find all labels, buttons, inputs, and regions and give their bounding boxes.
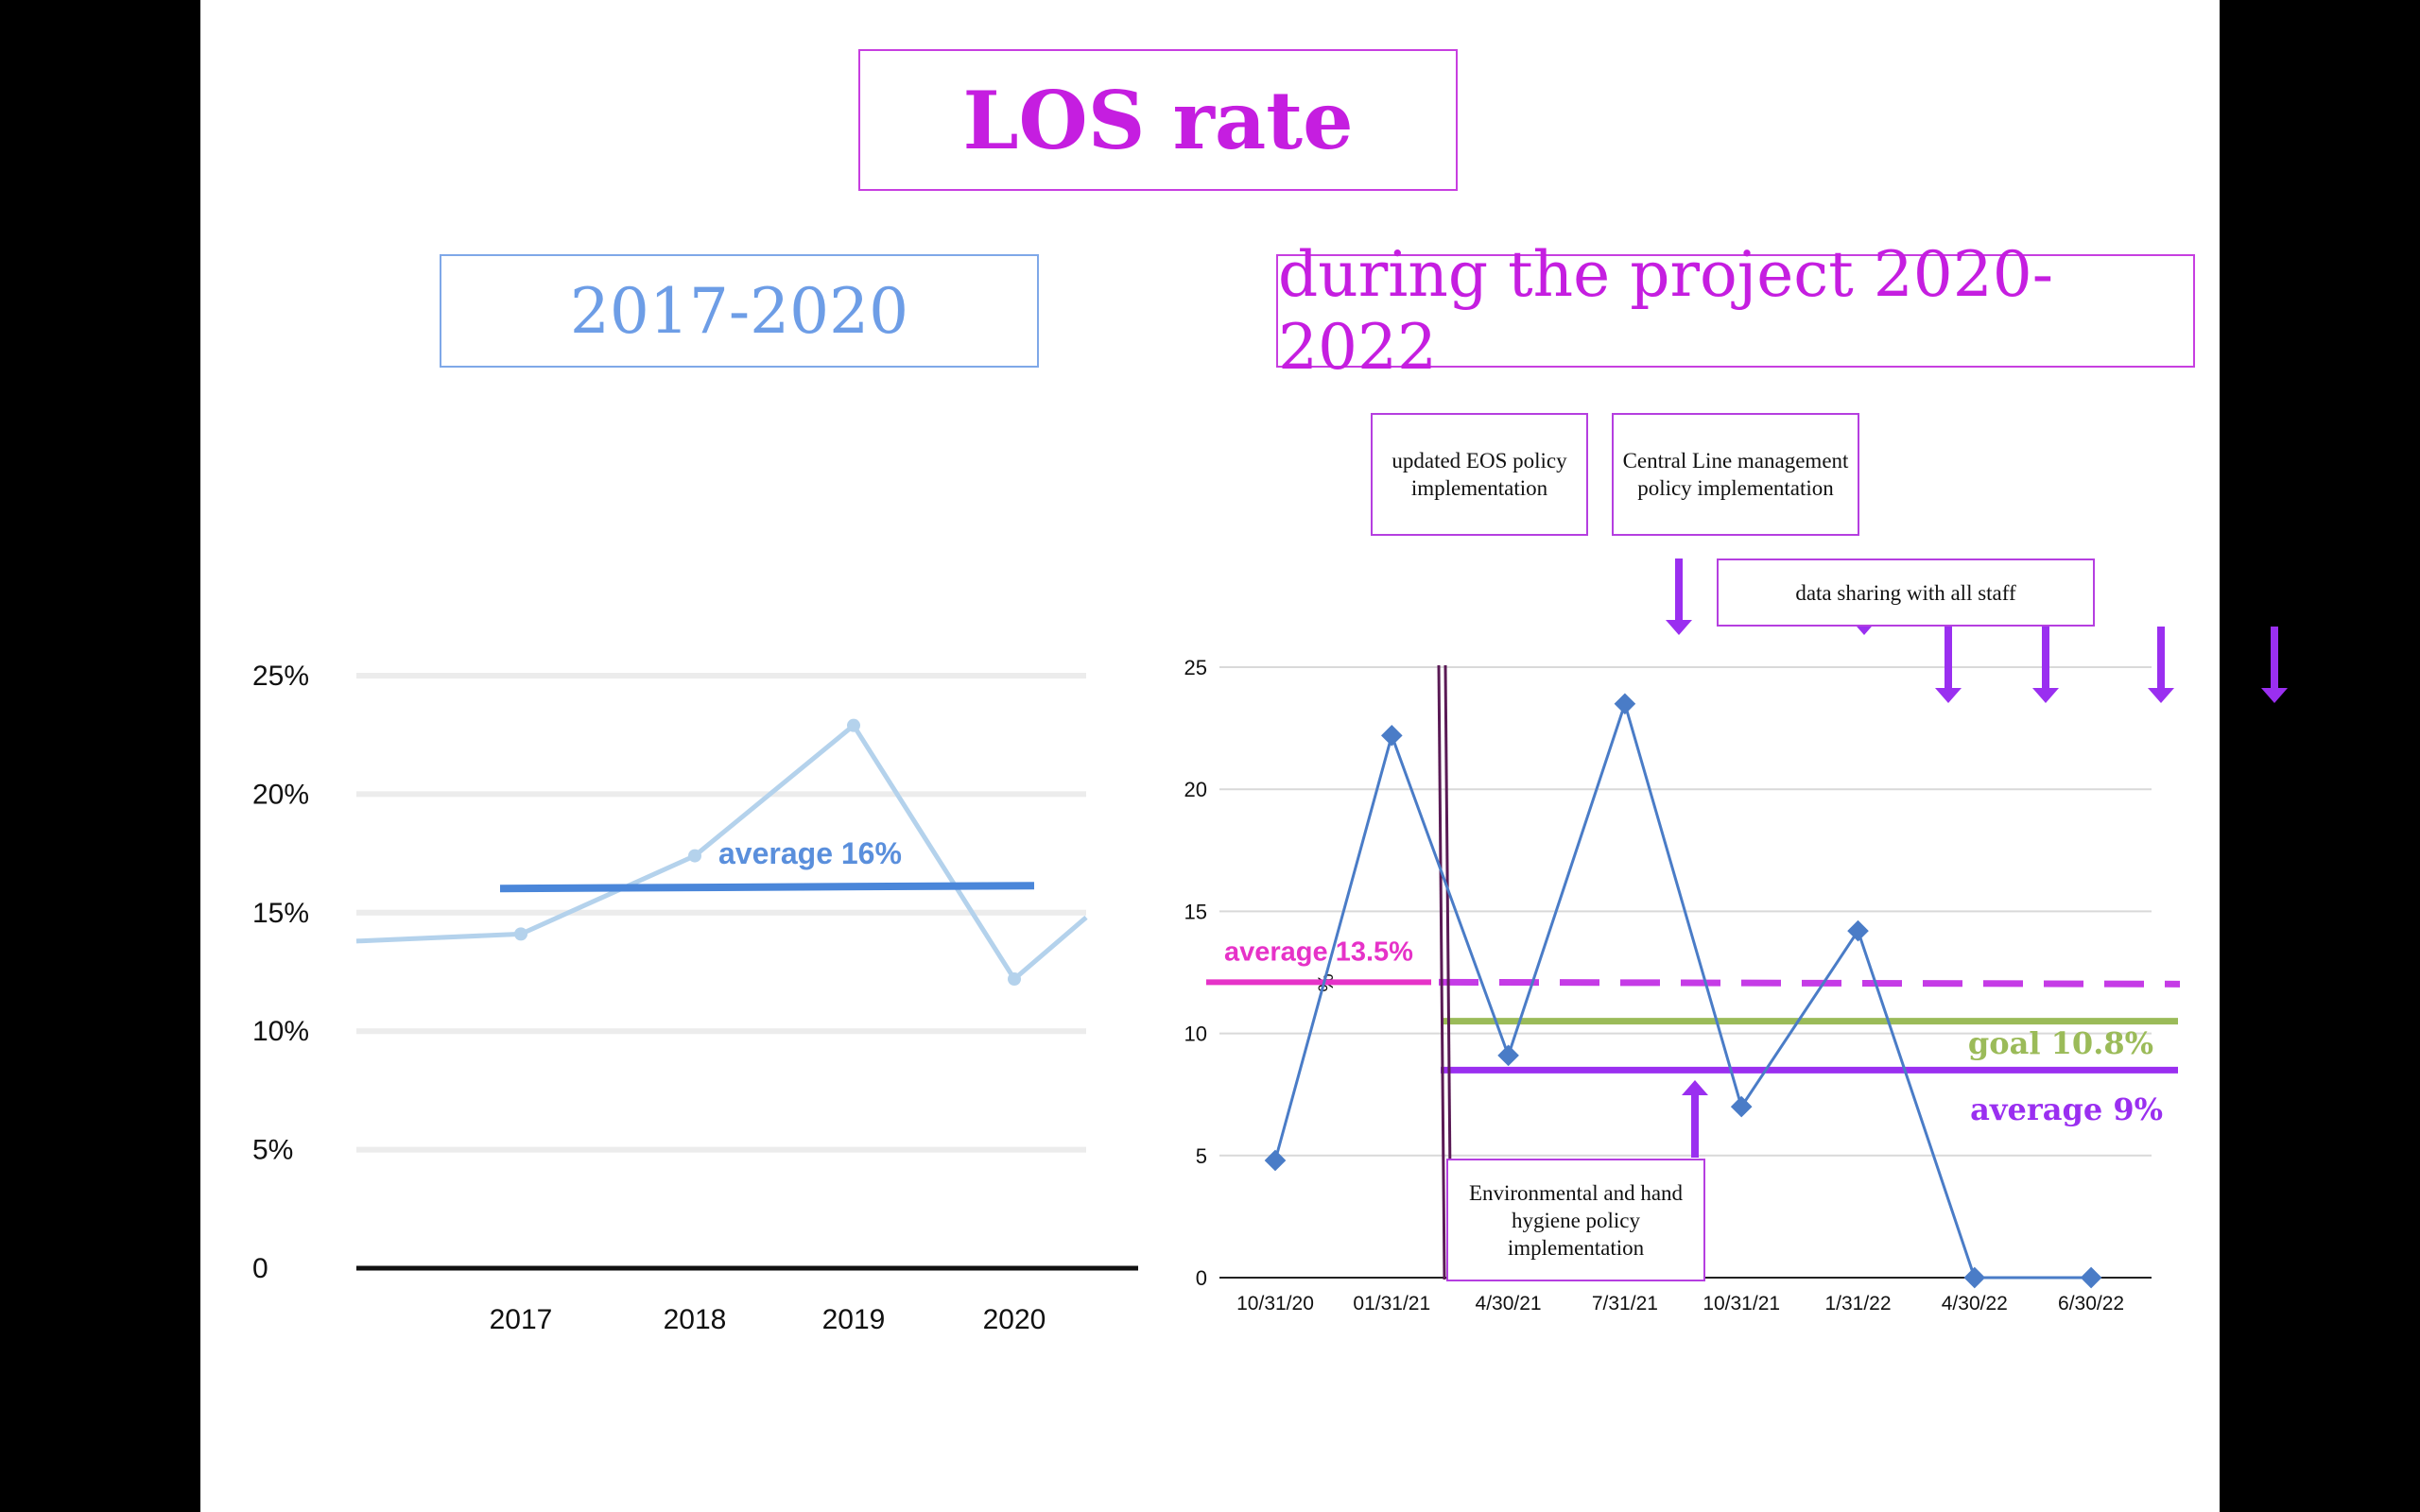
right-chart: 0510152025%10/31/2001/31/214/30/217/31/2…: [1184, 558, 2288, 1314]
data-sharing-arrow-head: [1935, 688, 1962, 703]
right-x-tick-label: 6/30/22: [2058, 1293, 2124, 1314]
left-average-label: average 16%: [718, 836, 902, 870]
right-x-tick-label: 4/30/21: [1476, 1293, 1542, 1314]
right-series-point: [1497, 1044, 1519, 1067]
left-y-tick-label: 5%: [252, 1135, 293, 1166]
right-x-tick-label: 01/31/21: [1353, 1293, 1430, 1314]
left-y-tick-label: 20%: [252, 779, 309, 810]
right-series-point: [1847, 919, 1869, 942]
right-series-point: [1730, 1095, 1753, 1118]
right-x-tick-label: 1/31/22: [1824, 1293, 1891, 1314]
left-x-tick-label: 2019: [822, 1304, 886, 1335]
right-series-point: [2080, 1266, 2102, 1289]
left-series-point: [514, 927, 527, 941]
left-series-point: [847, 718, 860, 732]
right-series-point: [1264, 1149, 1287, 1172]
eos-policy-annotation: updated EOS policy implementation: [1371, 413, 1588, 536]
left-y-tick-label: 15%: [252, 898, 309, 929]
left-average-line: [499, 882, 1035, 893]
right-series-line: [1273, 698, 2092, 1280]
left-y-tick-label: 10%: [252, 1016, 309, 1047]
left-y-tick-label: 25%: [252, 661, 309, 692]
right-series-point: [1614, 693, 1636, 715]
environmental-annotation: Environmental and hand hygiene policy im…: [1446, 1159, 1705, 1281]
left-series-line: [355, 721, 1088, 983]
goal-label: goal 10.8%: [1968, 1025, 2153, 1061]
left-x-tick-label: 2017: [490, 1304, 553, 1335]
left-chart-title: 2017-2020: [440, 254, 1039, 368]
average-after-label: average 9%: [1970, 1091, 2163, 1127]
right-y-tick-label: 20: [1184, 778, 1207, 801]
slide: LOS rate 2017-2020 during the project 20…: [200, 0, 2288, 1512]
right-series-point: [1963, 1266, 1986, 1289]
average-before-dashed-line: [1438, 978, 2181, 988]
right-x-tick-label: 7/31/21: [1592, 1293, 1658, 1314]
average-before-label: average 13.5%: [1224, 936, 1413, 967]
left-x-tick-label: 2018: [664, 1304, 727, 1335]
central-line-annotation: Central Line management policy implement…: [1612, 413, 1859, 536]
left-y-tick-label: 0: [252, 1253, 268, 1284]
right-x-tick-label: 10/31/20: [1236, 1293, 1314, 1314]
right-x-tick-label: 10/31/21: [1703, 1293, 1780, 1314]
environmental-arrow-head: [1682, 1080, 1708, 1095]
phase-divider-line: [1437, 664, 1446, 1280]
eos-arrow-head: [1666, 620, 1692, 635]
right-x-tick-label: 4/30/22: [1942, 1293, 2008, 1314]
right-y-tick-label: 0: [1196, 1266, 1207, 1290]
right-series-point: [1380, 725, 1403, 747]
left-series-point: [688, 849, 701, 863]
right-y-tick-label: 25: [1184, 656, 1207, 679]
right-y-tick-label: 5: [1196, 1144, 1207, 1168]
left-chart: 0 5% 10% 15% 20% 25% 2017 2018 2019 2020 average 1…: [252, 661, 1138, 1335]
data-sharing-arrow-head: [2032, 688, 2059, 703]
left-x-tick-label: 2020: [983, 1304, 1046, 1335]
data-sharing-arrow-head: [2261, 688, 2288, 703]
main-title: LOS rate: [858, 49, 1458, 191]
data-sharing-annotation: data sharing with all staff: [1717, 558, 2095, 627]
right-y-tick-label: 15: [1184, 900, 1207, 923]
left-series-point: [1008, 972, 1021, 987]
data-sharing-arrow-head: [2148, 688, 2174, 703]
right-y-tick-label: 10: [1184, 1022, 1207, 1046]
